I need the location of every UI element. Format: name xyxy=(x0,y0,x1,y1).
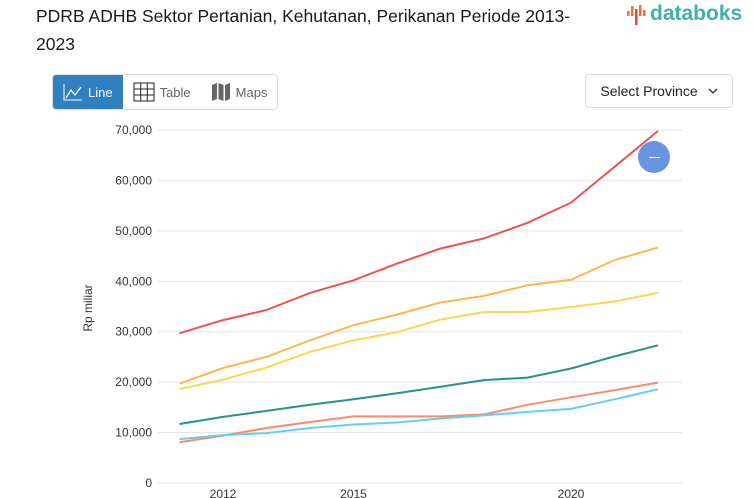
y-tick-label: 40,000 xyxy=(115,274,152,288)
series-line-3 xyxy=(179,344,659,425)
y-tick-label: 50,000 xyxy=(115,224,152,238)
tab-label: Table xyxy=(159,84,191,100)
series-line-2 xyxy=(179,291,659,391)
logo-icon xyxy=(627,5,646,25)
databoks-logo[interactable]: databoks xyxy=(626,2,742,26)
series-line-0 xyxy=(179,130,659,335)
y-axis-label: Rp miliar xyxy=(81,284,95,331)
x-tick-label: 2020 xyxy=(558,487,585,498)
series-line-1 xyxy=(179,246,659,385)
y-tick-label: 60,000 xyxy=(115,173,152,187)
x-tick-label: 2015 xyxy=(340,487,367,498)
tab-maps[interactable]: Maps xyxy=(201,75,278,109)
y-tick-label: 20,000 xyxy=(115,375,152,389)
y-tick-label: 70,000 xyxy=(115,123,152,137)
tab-label: Maps xyxy=(235,84,268,100)
y-tick-label: 0 xyxy=(145,476,152,490)
map-icon xyxy=(211,83,230,101)
line-chart-icon xyxy=(63,84,82,101)
logo-text: databoks xyxy=(650,2,743,25)
tab-line[interactable]: Line xyxy=(53,75,123,109)
chevron-down-icon xyxy=(708,88,718,94)
province-select[interactable]: Select Province xyxy=(585,74,733,108)
table-icon xyxy=(133,82,155,102)
series-line-4 xyxy=(179,381,659,444)
series-line-5 xyxy=(179,388,659,441)
tab-table[interactable]: Table xyxy=(123,75,201,109)
chart-title: PDRB ADHB Sektor Pertanian, Kehutanan, P… xyxy=(36,6,571,54)
collapse-button[interactable] xyxy=(638,141,670,173)
minus-icon xyxy=(648,156,660,158)
x-tick-label: 2012 xyxy=(210,487,237,498)
y-tick-label: 30,000 xyxy=(115,325,152,339)
tab-label: Line xyxy=(88,84,113,100)
view-tabs: Line Table Maps xyxy=(52,74,279,110)
y-tick-label: 10,000 xyxy=(115,426,152,440)
province-select-label: Select Province xyxy=(600,83,698,99)
